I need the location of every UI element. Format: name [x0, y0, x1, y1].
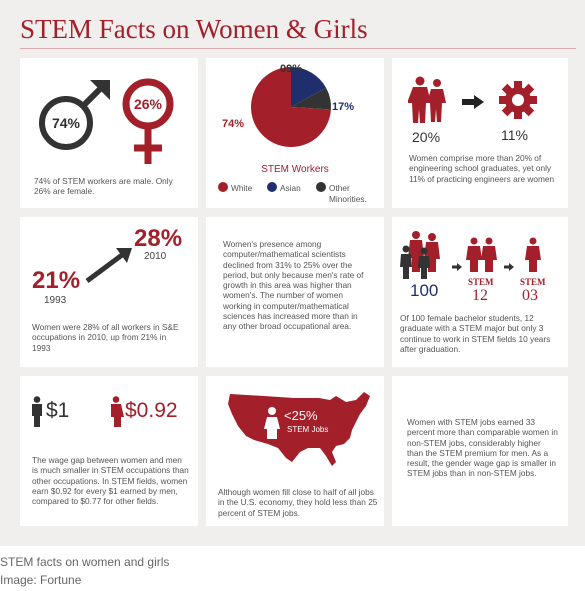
- count-03: 03: [522, 287, 538, 304]
- gender-split-text: 74% of STEM workers are male. Only 26% a…: [34, 176, 173, 197]
- legend-label-other: Other: [329, 183, 350, 193]
- map-pct: <25%: [284, 408, 318, 423]
- engineering-text: Women comprise more than 20% of engineer…: [409, 153, 555, 184]
- panel-gender-split: 74% 26% 74% of STEM workers are male. On…: [20, 58, 198, 208]
- men-wage-value: $1: [46, 399, 70, 422]
- stem-label-03: STEM: [520, 277, 546, 287]
- legend-swatch-other: [316, 182, 326, 192]
- infographic: STEM Facts on Women & Girls 74% 26% 74% …: [0, 0, 585, 546]
- man-icon: [32, 396, 42, 427]
- se-occupations-text: Women were 28% of all workers in S&E occ…: [32, 322, 179, 353]
- woman-icon: [111, 396, 124, 427]
- woman-icon: [525, 237, 541, 272]
- engineering-grads-pct: 20%: [412, 129, 441, 145]
- panel-stem-premium: Women with STEM jobs earned 33 percent m…: [392, 376, 568, 526]
- pie-label-asian: 17%: [332, 101, 354, 113]
- legend-label-other-line2: Minorities.: [329, 194, 367, 204]
- stem-label-12: STEM: [468, 277, 494, 287]
- two-women-icon: [466, 237, 497, 272]
- arrow-right-icon: [452, 263, 462, 271]
- walking-women-icon: [408, 76, 446, 123]
- legend-swatch-white: [218, 182, 228, 192]
- panel-stem-jobs-map: <25% STEM Jobs Although women fill close…: [206, 376, 384, 526]
- year-2010: 2010: [144, 251, 167, 262]
- panel-engineering: 20% 11% Women comprise more than 20% of …: [392, 58, 568, 208]
- image-credit: Image: Fortune: [0, 573, 82, 587]
- panel-computer-math: Women's presence among computer/mathemat…: [206, 217, 384, 367]
- female-pct: 26%: [134, 96, 163, 112]
- value-1993: 21%: [32, 267, 81, 294]
- value-2010: 28%: [134, 225, 183, 252]
- group-people-icon: [400, 231, 440, 279]
- pie-slice-white: [250, 67, 331, 147]
- arrow-right-icon: [462, 95, 484, 109]
- panel-se-occupations: 28% 2010 21% 1993 Women were 28% of all …: [20, 217, 198, 367]
- gear-icon: [499, 81, 537, 119]
- women-wage-value: $0.92: [125, 399, 178, 422]
- title-divider: [20, 48, 576, 49]
- panel-stem-workers-pie: 09% 17% 74% STEM Workers White Asian Oth…: [206, 58, 384, 208]
- bachelor-pipeline-text: Of 100 female bachelor students, 12 grad…: [400, 313, 551, 354]
- stem-workers-pie-chart: 09% 17% 74%: [222, 63, 354, 147]
- male-symbol-icon: 74%: [39, 80, 110, 150]
- pie-label-white: 74%: [222, 118, 244, 130]
- map-stem-jobs-label: STEM Jobs: [287, 425, 328, 434]
- pie-slice-other: [291, 87, 331, 110]
- year-1993: 1993: [44, 295, 67, 306]
- female-symbol-icon: 26%: [122, 78, 174, 164]
- male-pct: 74%: [52, 115, 81, 131]
- practicing-engineers-pct: 11%: [501, 127, 528, 143]
- arrow-right-icon: [504, 263, 514, 271]
- stem-jobs-map-text: Although women fill close to half of all…: [218, 487, 378, 518]
- pie-label-other: 09%: [280, 63, 302, 75]
- infographic-title: STEM Facts on Women & Girls: [20, 14, 368, 44]
- legend-swatch-asian: [267, 182, 277, 192]
- wage-gap-text: The wage gap between women and men is mu…: [32, 455, 189, 507]
- usa-map-icon: <25% STEM Jobs: [228, 392, 370, 466]
- image-caption: STEM facts on women and girls: [0, 555, 170, 569]
- count-12: 12: [472, 287, 488, 304]
- legend-label-asian: Asian: [280, 183, 301, 193]
- computer-math-text: Women's presence among computer/mathemat…: [223, 239, 364, 332]
- panel-wage-gap: $1 $0.92 The wage gap between women and …: [20, 376, 198, 526]
- count-100: 100: [410, 281, 439, 300]
- legend-label-white: White: [231, 183, 253, 193]
- stem-premium-text: Women with STEM jobs earned 33 percent m…: [407, 417, 558, 479]
- pie-chart-title: STEM Workers: [261, 164, 329, 175]
- trend-up-arrow-icon: [85, 248, 132, 284]
- pie-slice-asian: [291, 67, 327, 107]
- panel-bachelor-pipeline: 100 STEM 12 STEM 03 Of 100 female bachel…: [392, 217, 568, 367]
